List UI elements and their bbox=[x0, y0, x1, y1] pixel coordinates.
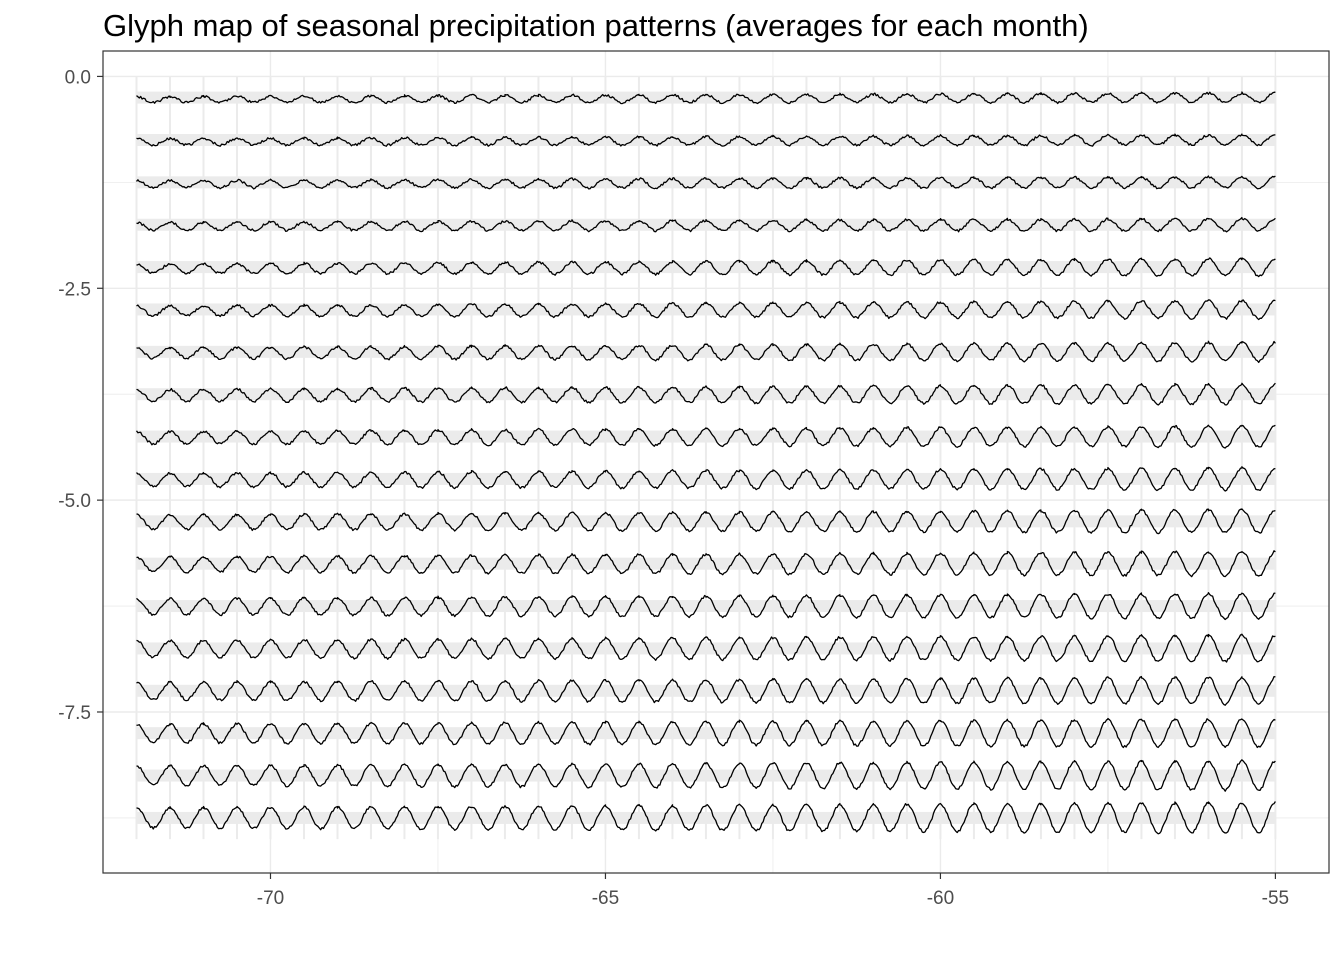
y-tick-label: 0.0 bbox=[65, 67, 91, 88]
glyph-row-line bbox=[136, 759, 1276, 792]
x-tick-label: -65 bbox=[592, 888, 619, 909]
glyph-row-line bbox=[136, 508, 1276, 535]
glyph-row-line bbox=[136, 801, 1276, 835]
glyph-row-line bbox=[136, 633, 1276, 663]
plot-panel-border bbox=[102, 50, 1330, 874]
glyph-row-line bbox=[136, 299, 1276, 321]
y-tick-label: -2.5 bbox=[58, 279, 91, 300]
x-tick-label: -60 bbox=[927, 888, 954, 909]
glyph-row-line bbox=[136, 382, 1276, 406]
x-tick-label: -55 bbox=[1262, 888, 1289, 909]
glyph-row-line bbox=[136, 466, 1276, 492]
glyph-row-line bbox=[136, 133, 1276, 147]
glyph-row-line bbox=[136, 91, 1276, 105]
glyph-row-line bbox=[136, 257, 1276, 278]
y-tick-label: -5.0 bbox=[58, 491, 91, 512]
chart-title: Glyph map of seasonal precipitation patt… bbox=[103, 8, 1089, 43]
glyph-row-line bbox=[136, 591, 1276, 621]
glyph-row-line bbox=[136, 340, 1276, 364]
gridlines bbox=[102, 51, 1329, 873]
glyph-row-line bbox=[136, 216, 1276, 233]
x-tick-label: -70 bbox=[257, 888, 284, 909]
glyph-row-line bbox=[136, 175, 1276, 190]
y-tick-label: -7.5 bbox=[58, 703, 91, 724]
axes: -70 -65 -60 -55 0.0 -2.5 -5.0 -7.5 bbox=[58, 50, 1330, 909]
glyph-row-line bbox=[136, 550, 1276, 578]
glyph-layer bbox=[135, 76, 1277, 840]
glyph-row-line bbox=[135, 424, 1276, 449]
glyph-row-line bbox=[136, 717, 1276, 749]
glyph-row-line bbox=[136, 675, 1276, 706]
